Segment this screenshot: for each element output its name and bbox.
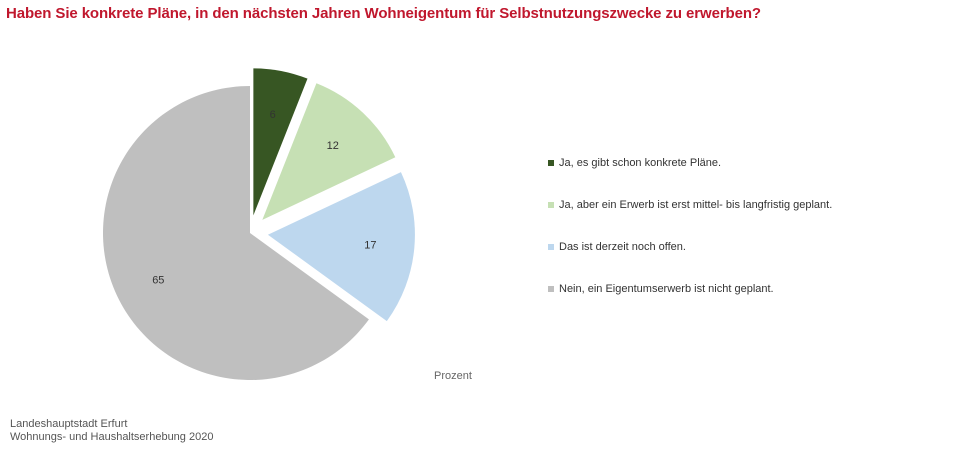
pie-slice-2 bbox=[262, 83, 396, 220]
pie-slices bbox=[102, 68, 415, 380]
legend-label: Nein, ein Eigentumserwerb ist nicht gepl… bbox=[559, 283, 774, 295]
pie-slice-1 bbox=[253, 68, 308, 216]
legend-label: Das ist derzeit noch offen. bbox=[559, 241, 686, 253]
slice-value-label-1: 6 bbox=[270, 109, 276, 121]
legend-item-3: Das ist derzeit noch offen. bbox=[548, 240, 832, 254]
legend-label: Ja, aber ein Erwerb ist erst mittel- bis… bbox=[559, 199, 833, 211]
legend: Ja, es gibt schon konkrete Pläne. Ja, abe… bbox=[548, 156, 832, 324]
pie-data-labels: 6 12 17 65 bbox=[152, 109, 376, 286]
source-line-2: Wohnungs- und Haushaltserhebung 2020 bbox=[10, 431, 214, 443]
slice-value-label-3: 17 bbox=[364, 239, 376, 251]
slice-value-label-4: 65 bbox=[152, 275, 164, 287]
legend-swatch bbox=[548, 244, 554, 250]
chart-title: Haben Sie konkrete Pläne, in den nächste… bbox=[6, 5, 761, 22]
slice-value-label-2: 12 bbox=[327, 140, 339, 152]
legend-swatch bbox=[548, 160, 554, 166]
source-note: Landeshauptstadt Erfurt Wohnungs- und Ha… bbox=[10, 418, 213, 444]
legend-item-4: Nein, ein Eigentumserwerb ist nicht gepl… bbox=[548, 282, 832, 296]
legend-swatch bbox=[548, 286, 554, 292]
legend-item-1: Ja, es gibt schon konkrete Pläne. bbox=[548, 156, 832, 170]
legend-item-2: Ja, aber ein Erwerb ist erst mittel- bis… bbox=[548, 198, 832, 212]
pie-slice-3 bbox=[267, 172, 415, 322]
unit-label: Prozent bbox=[434, 370, 472, 382]
pie-slice-4 bbox=[102, 85, 369, 380]
source-line-1: Landeshauptstadt Erfurt bbox=[10, 418, 128, 430]
legend-label: Ja, es gibt schon konkrete Pläne. bbox=[559, 157, 722, 169]
legend-swatch bbox=[548, 202, 554, 208]
